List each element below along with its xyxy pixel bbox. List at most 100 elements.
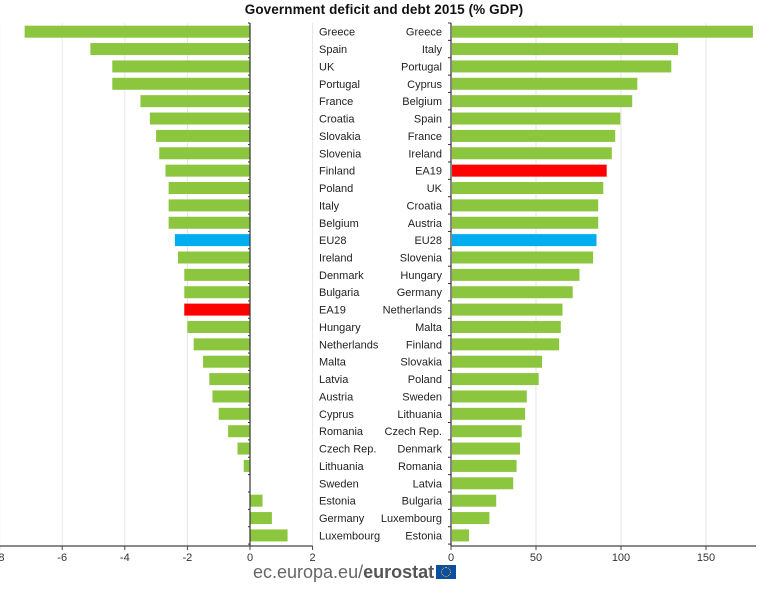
debt-label: Austria bbox=[408, 218, 443, 230]
deficit-tick-label: 2 bbox=[310, 552, 316, 564]
deficit-label: Belgium bbox=[319, 218, 359, 230]
debt-bar-ea19 bbox=[452, 164, 607, 177]
deficit-label: Netherlands bbox=[319, 339, 379, 351]
debt-bar-czech-rep- bbox=[452, 425, 522, 438]
debt-bar-latvia bbox=[452, 477, 514, 490]
debt-label: Poland bbox=[408, 374, 442, 386]
deficit-tick-label: 0 bbox=[247, 552, 253, 564]
debt-label: Greece bbox=[406, 27, 442, 39]
debt-label: Estonia bbox=[405, 530, 443, 542]
deficit-bar-cyprus bbox=[218, 407, 250, 420]
deficit-bar-denmark bbox=[184, 268, 250, 281]
debt-bar-lithuania bbox=[452, 407, 526, 420]
debt-label: Slovenia bbox=[400, 252, 443, 264]
debt-bar-austria bbox=[452, 216, 599, 229]
debt-bar-finland bbox=[452, 338, 560, 351]
deficit-bar-ireland bbox=[178, 251, 250, 264]
deficit-label: Malta bbox=[319, 357, 347, 369]
deficit-bar-portugal bbox=[112, 77, 250, 90]
debt-label: Sweden bbox=[402, 391, 442, 403]
debt-label: Malta bbox=[415, 322, 443, 334]
deficit-category-labels: Greece Spain UK Portugal France Croatia Slovak… bbox=[319, 27, 380, 543]
debt-tick-label: 0 bbox=[448, 552, 454, 564]
deficit-bar-spain bbox=[90, 43, 251, 56]
debt-label: Spain bbox=[414, 114, 442, 126]
deficit-label: Romania bbox=[319, 426, 364, 438]
deficit-bar-romania bbox=[228, 425, 250, 438]
debt-bar-romania bbox=[452, 459, 517, 472]
deficit-label: Spain bbox=[319, 44, 347, 56]
debt-bar-netherlands bbox=[452, 303, 563, 316]
deficit-label: Austria bbox=[319, 391, 354, 403]
deficit-bar-luxembourg bbox=[250, 529, 288, 542]
debt-bar-ireland bbox=[452, 147, 612, 160]
debt-tick-label: 150 bbox=[697, 552, 715, 564]
debt-bar-uk bbox=[452, 182, 604, 195]
deficit-bar-germany bbox=[250, 512, 272, 525]
debt-bar-malta bbox=[452, 320, 561, 333]
deficit-bars bbox=[24, 25, 288, 542]
debt-label: UK bbox=[427, 183, 443, 195]
chart-title: Government deficit and debt 2015 (% GDP) bbox=[244, 2, 524, 17]
deficit-bar-lithuania bbox=[243, 459, 250, 472]
footer-brand: eurostat bbox=[363, 562, 435, 582]
debt-bars bbox=[452, 25, 753, 542]
debt-label: Germany bbox=[397, 287, 443, 299]
deficit-bar-poland bbox=[168, 182, 250, 195]
debt-tick-label: 100 bbox=[612, 552, 630, 564]
debt-bar-greece bbox=[452, 25, 753, 38]
deficit-label: Latvia bbox=[319, 374, 349, 386]
debt-bar-denmark bbox=[452, 442, 520, 455]
debt-label: Belgium bbox=[402, 96, 442, 108]
debt-label: Ireland bbox=[408, 148, 442, 160]
debt-bar-belgium bbox=[452, 95, 633, 108]
eu-flag-icon bbox=[436, 565, 457, 579]
deficit-bar-eu28 bbox=[174, 234, 250, 247]
deficit-label: Cyprus bbox=[319, 409, 354, 421]
debt-label: Czech Rep. bbox=[385, 426, 442, 438]
deficit-label: Estonia bbox=[319, 496, 357, 508]
debt-bar-portugal bbox=[452, 60, 672, 73]
debt-label: Hungary bbox=[400, 270, 442, 282]
deficit-bar-slovakia bbox=[156, 129, 250, 142]
debt-label: Romania bbox=[398, 461, 443, 473]
deficit-tick-label: -6 bbox=[57, 552, 67, 564]
deficit-axis: -8 -6 -4 -2 0 2 bbox=[0, 22, 316, 564]
debt-bar-germany bbox=[452, 286, 573, 299]
deficit-bar-czech-rep- bbox=[237, 442, 250, 455]
deficit-label: UK bbox=[319, 61, 335, 73]
debt-label: Slovakia bbox=[400, 357, 442, 369]
deficit-bar-uk bbox=[112, 60, 250, 73]
deficit-gridlines bbox=[0, 23, 314, 546]
debt-label: Netherlands bbox=[383, 305, 443, 317]
debt-label: EA19 bbox=[415, 166, 442, 178]
debt-label: Cyprus bbox=[407, 79, 442, 91]
debt-bar-cyprus bbox=[452, 77, 638, 90]
deficit-label: Hungary bbox=[319, 322, 361, 334]
eurostat-footer: ec.europa.eu/eurostat bbox=[253, 562, 457, 583]
deficit-label: Slovenia bbox=[319, 148, 362, 160]
deficit-bar-hungary bbox=[187, 320, 250, 333]
debt-bar-slovenia bbox=[452, 251, 594, 264]
deficit-bar-ea19 bbox=[184, 303, 250, 316]
debt-bar-croatia bbox=[452, 199, 599, 212]
deficit-bar-austria bbox=[212, 390, 250, 403]
deficit-label: Sweden bbox=[319, 478, 359, 490]
debt-bar-slovakia bbox=[452, 355, 543, 368]
deficit-label: Lithuania bbox=[319, 461, 365, 473]
debt-bar-eu28 bbox=[452, 234, 597, 247]
debt-label: Italy bbox=[422, 44, 443, 56]
debt-label: Bulgaria bbox=[402, 496, 443, 508]
deficit-label: Luxembourg bbox=[319, 530, 380, 542]
deficit-label: Finland bbox=[319, 166, 355, 178]
deficit-label: EA19 bbox=[319, 305, 346, 317]
debt-label: Denmark bbox=[397, 444, 442, 456]
debt-category-labels: Greece Italy Portugal Cyprus Belgium Spain Fra… bbox=[381, 27, 443, 543]
deficit-label: Greece bbox=[319, 27, 355, 39]
debt-label: Lithuania bbox=[397, 409, 443, 421]
deficit-bar-netherlands bbox=[193, 338, 250, 351]
deficit-bar-latvia bbox=[209, 373, 250, 386]
deficit-bar-bulgaria bbox=[184, 286, 250, 299]
debt-tick-label: 50 bbox=[530, 552, 542, 564]
